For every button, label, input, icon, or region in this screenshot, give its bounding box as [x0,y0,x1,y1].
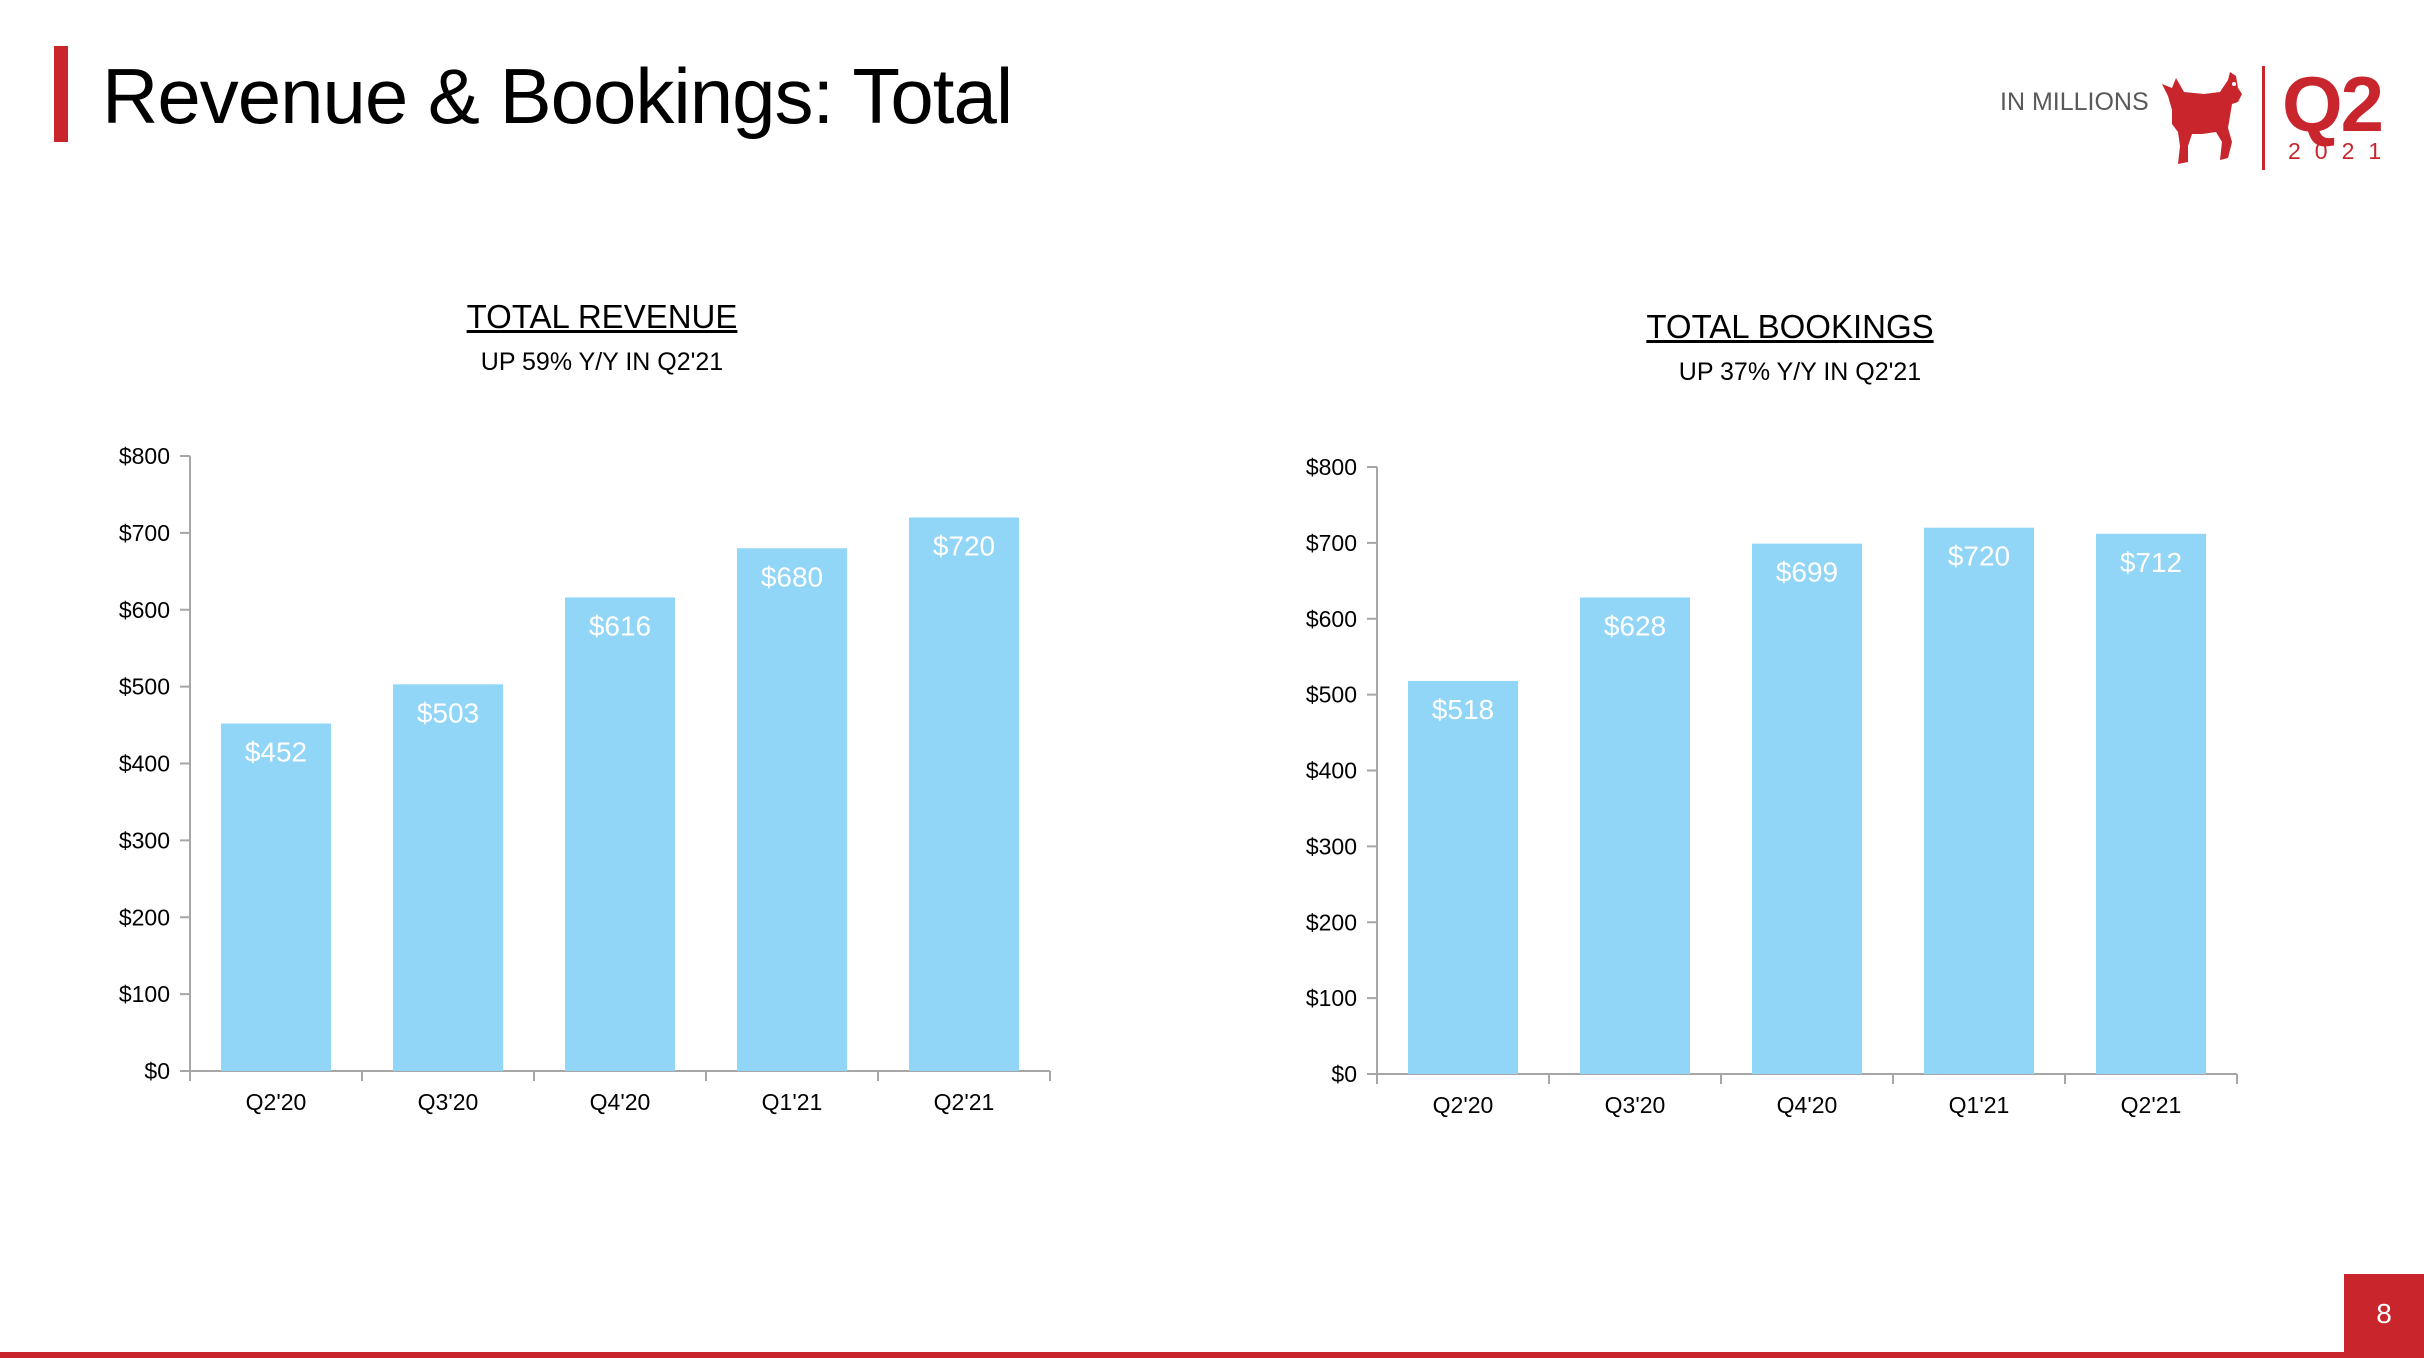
year-badge: 2021 [2288,138,2396,164]
x-category-label: Q4'20 [590,1089,651,1115]
y-tick-label: $600 [119,597,170,623]
x-category-label: Q1'21 [1949,1092,2010,1118]
bar-value-label: $503 [417,697,479,728]
bar-value-label: $680 [761,561,823,592]
bar [908,517,1020,1071]
x-category-label: Q2'20 [246,1089,307,1115]
title-accent-bar [54,46,68,142]
y-tick-label: $800 [1306,454,1357,480]
bar-value-label: $518 [1432,694,1494,725]
bookings-chart-title: TOTAL BOOKINGS [1646,308,1934,345]
bookings-chart-subtitle: UP 37% Y/Y IN Q2'21 [1678,358,1922,386]
revenue-chart-subtitle: UP 59% Y/Y IN Q2'21 [480,348,724,376]
bar-value-label: $712 [2120,547,2182,578]
bar [564,597,676,1071]
x-category-label: Q3'20 [1605,1092,1666,1118]
y-tick-label: $100 [119,981,170,1007]
bar-value-label: $452 [245,737,307,768]
bar-value-label: $699 [1776,557,1838,588]
y-tick-label: $800 [119,443,170,469]
bar-value-label: $720 [933,531,995,562]
y-tick-label: $200 [1306,909,1357,935]
bar [1579,597,1691,1074]
y-tick-label: $700 [1306,530,1357,556]
x-category-label: Q2'20 [1433,1092,1494,1118]
y-tick-label: $600 [1306,606,1357,632]
bar [1923,527,2035,1074]
page-number: 8 [2376,1298,2392,1329]
y-tick-label: $100 [1306,985,1357,1011]
y-tick-label: $700 [119,520,170,546]
bar-value-label: $720 [1948,541,2010,572]
units-note: IN MILLIONS [2000,88,2149,116]
y-tick-label: $0 [1331,1061,1357,1087]
quarter-badge: Q2 [2282,60,2384,148]
bar [2095,533,2207,1074]
y-tick-label: $0 [144,1058,170,1084]
x-category-label: Q4'20 [1777,1092,1838,1118]
footer-rule [0,1352,2424,1358]
revenue-chart-title: TOTAL REVENUE [466,298,738,335]
badge-divider [2262,66,2265,170]
bar [392,684,504,1071]
y-tick-label: $400 [1306,758,1357,784]
zynga-dog-logo-icon [2162,72,2242,164]
page-number-box: 8 [2344,1274,2424,1358]
x-category-label: Q3'20 [418,1089,479,1115]
page-title: Revenue & Bookings: Total [102,52,1013,140]
y-tick-label: $500 [1306,682,1357,708]
bar [736,548,848,1071]
bar [1751,543,1863,1074]
x-category-label: Q1'21 [762,1089,823,1115]
bar-value-label: $628 [1604,611,1666,642]
y-tick-label: $200 [119,904,170,930]
x-category-label: Q2'21 [2121,1092,2182,1118]
bar [1407,680,1519,1074]
y-tick-label: $300 [119,827,170,853]
bar [220,723,332,1071]
x-category-label: Q2'21 [934,1089,995,1115]
bar-value-label: $616 [589,610,651,641]
y-tick-label: $400 [119,751,170,777]
y-tick-label: $300 [1306,833,1357,859]
y-tick-label: $500 [119,674,170,700]
